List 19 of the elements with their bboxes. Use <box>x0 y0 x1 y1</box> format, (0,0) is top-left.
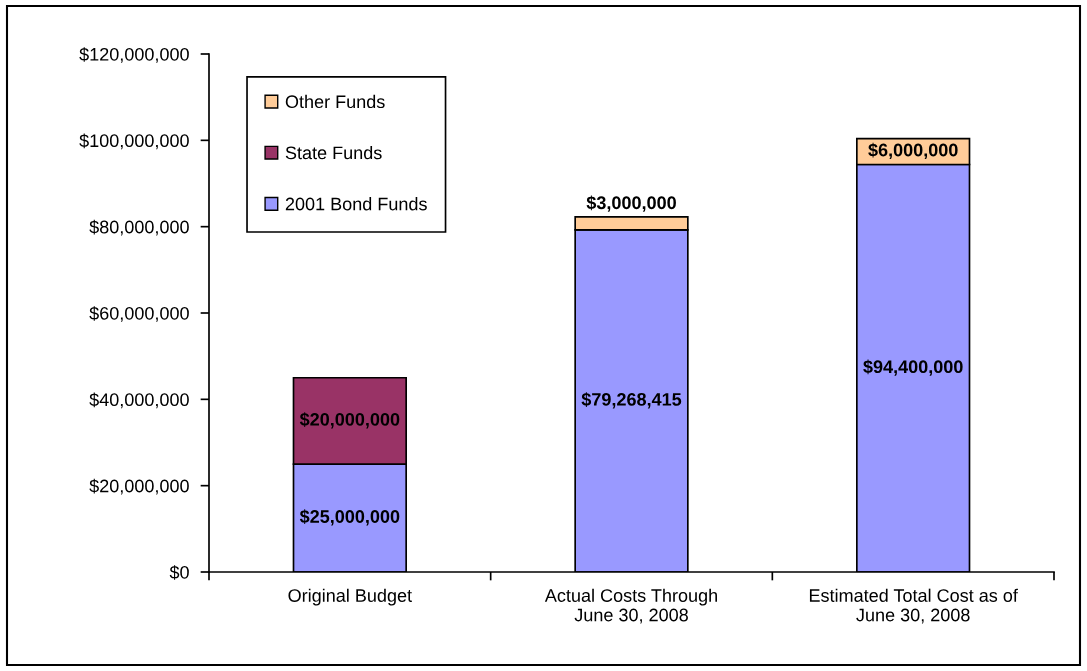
data-label: $94,400,000 <box>863 359 963 376</box>
data-label: $3,000,000 <box>586 195 676 212</box>
x-tick-label: Estimated Total Cost as of June 30, 2008 <box>809 588 1018 624</box>
x-tick-label: Actual Costs Through June 30, 2008 <box>544 588 717 624</box>
y-tick-label: $120,000,000 <box>79 47 189 63</box>
legend-label: Other Funds <box>285 94 385 109</box>
y-tick-label: $80,000,000 <box>89 219 189 236</box>
data-label: $20,000,000 <box>299 412 400 429</box>
x-tick-label: Original Budget <box>288 588 412 606</box>
y-tick-label: $20,000,000 <box>89 478 189 495</box>
y-tick-label: $60,000,000 <box>89 306 189 322</box>
y-tick-label: $0 <box>169 565 189 580</box>
data-label: $6,000,000 <box>868 142 958 160</box>
y-tick-label: $40,000,000 <box>89 392 189 409</box>
data-label: $79,268,415 <box>581 392 682 409</box>
legend-label: 2001 Bond Funds <box>285 197 427 211</box>
data-label: $25,000,000 <box>299 509 400 526</box>
y-tick-label: $100,000,000 <box>79 133 189 150</box>
legend-label: State Funds <box>285 145 382 160</box>
